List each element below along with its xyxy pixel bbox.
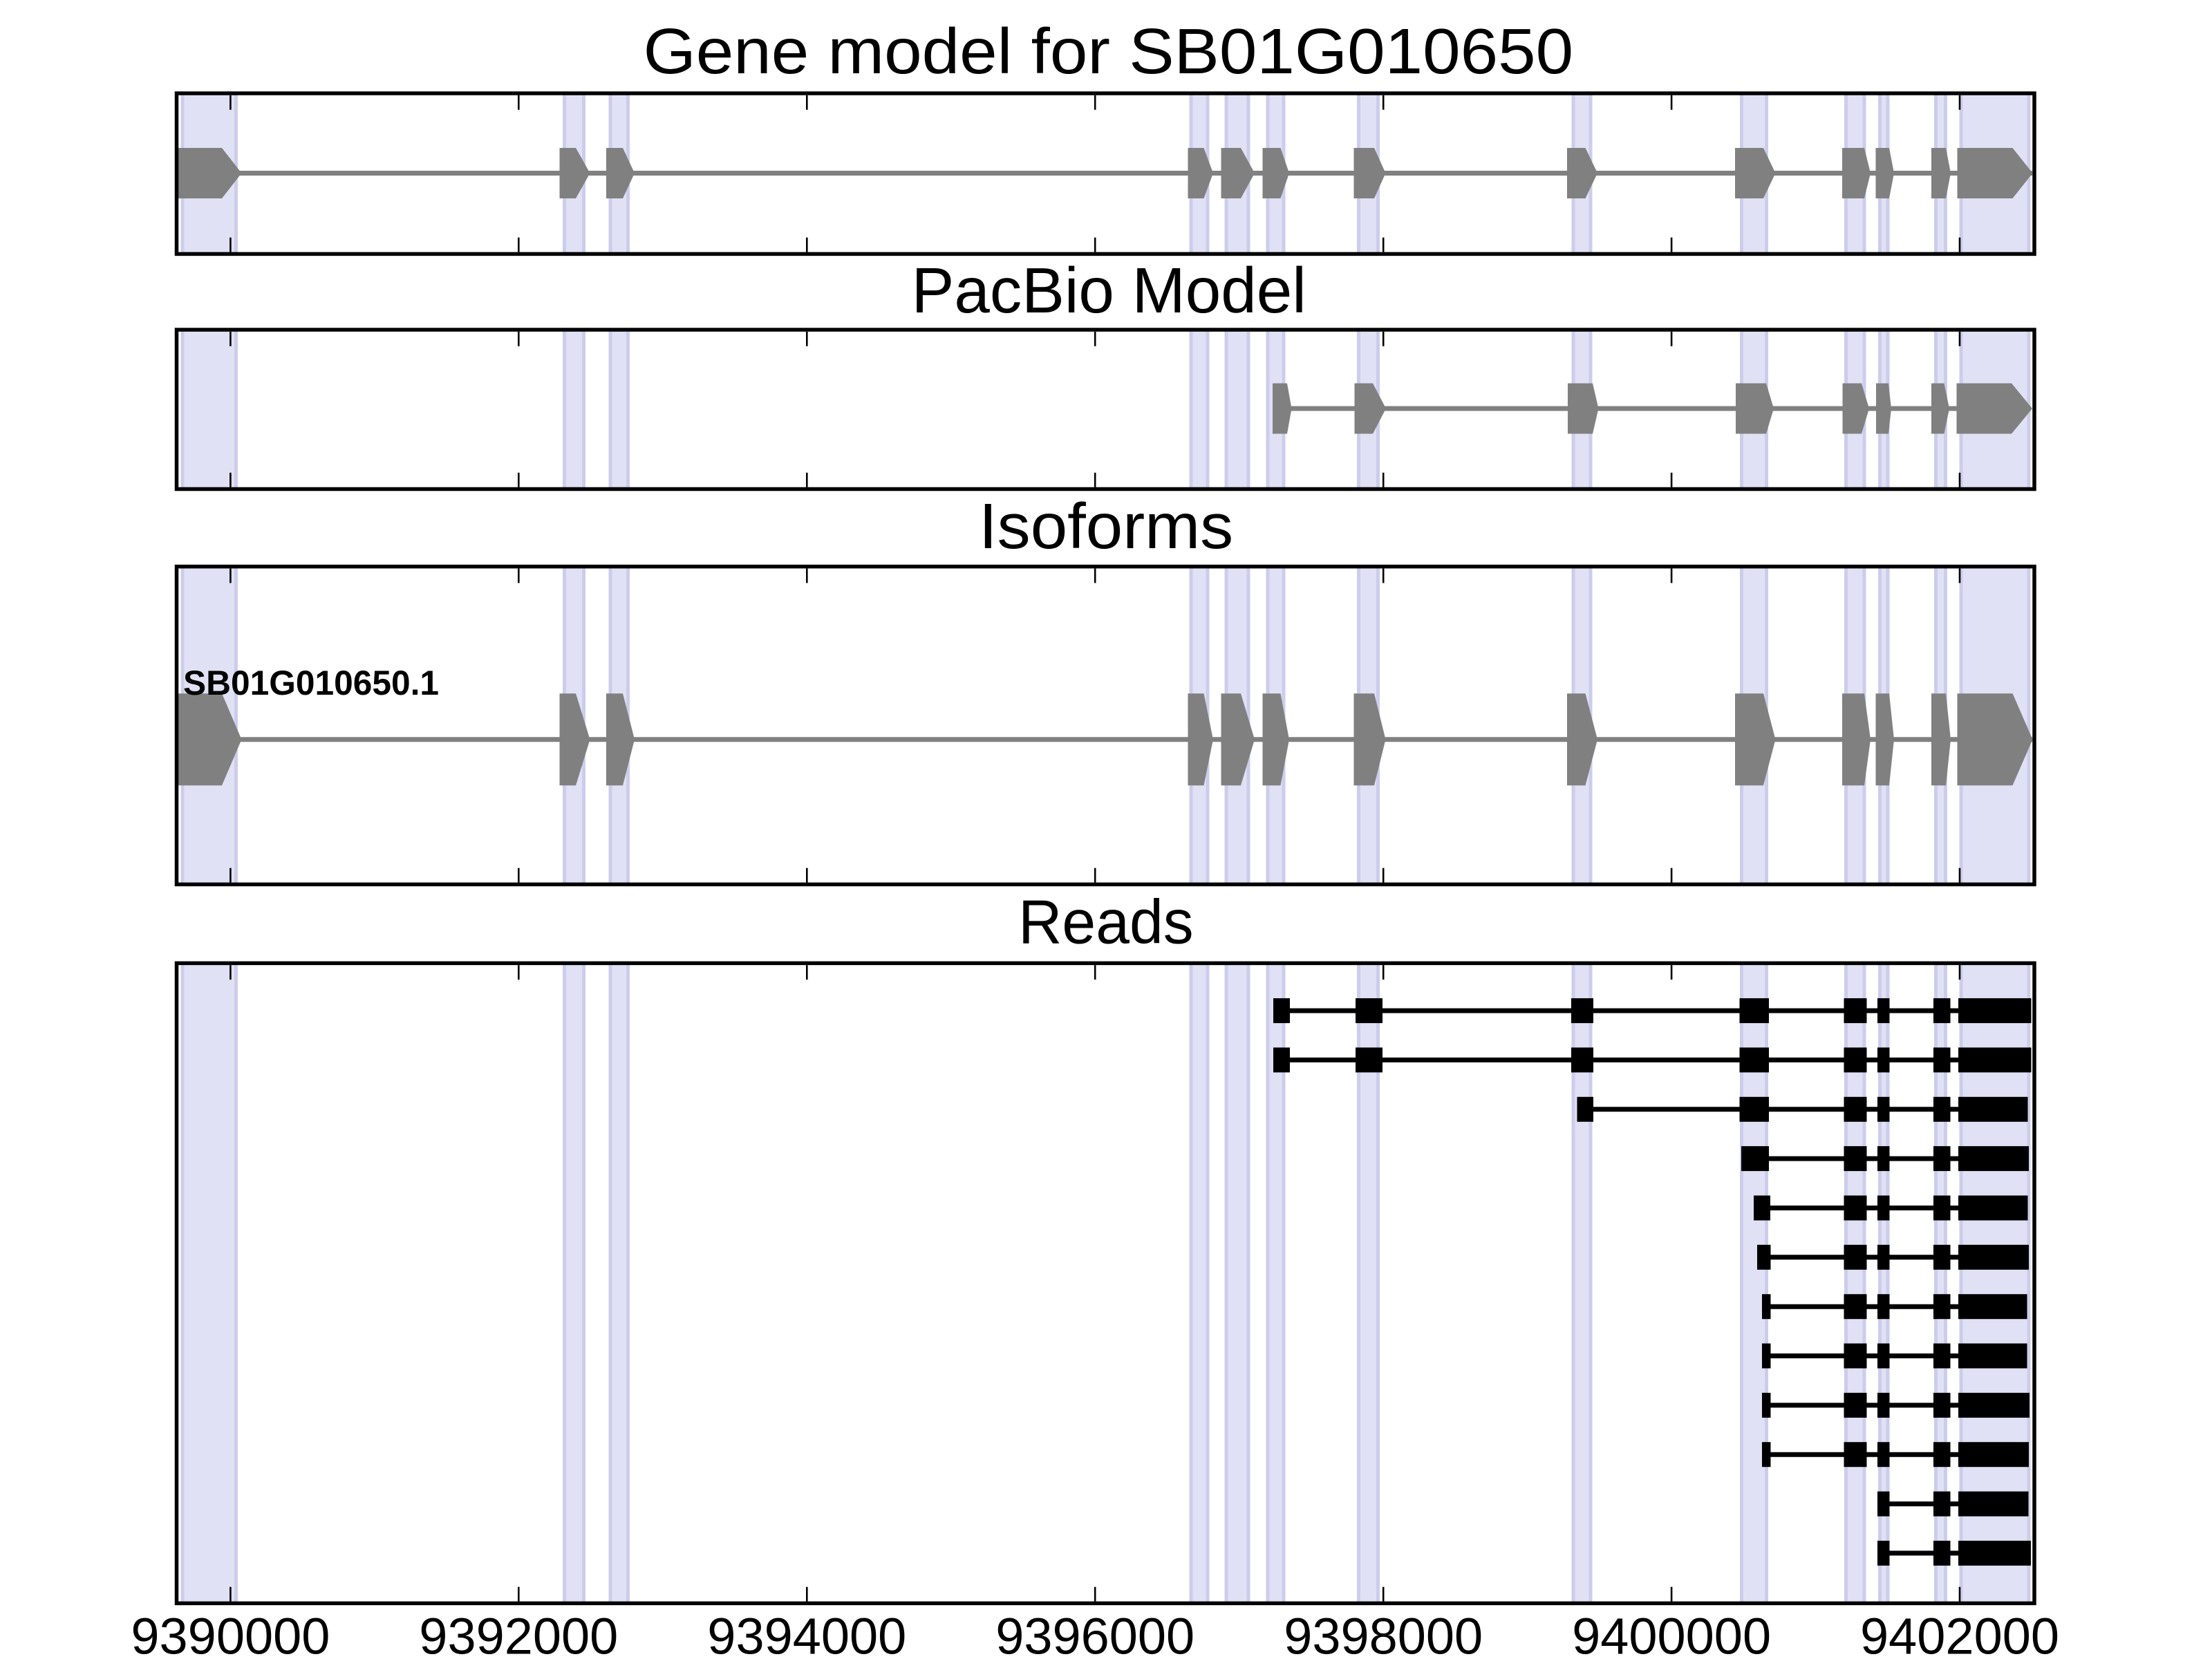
svg-text:Gene model for SB01G010650: Gene model for SB01G010650 [644, 15, 1574, 87]
svg-text:9402000: 9402000 [1860, 1608, 2059, 1659]
svg-text:9396000: 9396000 [995, 1608, 1194, 1659]
svg-text:Reads: Reads [1018, 888, 1194, 957]
svg-text:9390000: 9390000 [131, 1608, 330, 1659]
svg-text:9398000: 9398000 [1284, 1608, 1483, 1659]
svg-text:9392000: 9392000 [419, 1608, 618, 1659]
svg-text:SB01G010650.1: SB01G010650.1 [183, 664, 439, 702]
svg-text:9394000: 9394000 [707, 1608, 906, 1659]
svg-text:9400000: 9400000 [1572, 1608, 1771, 1659]
svg-text:PacBio Model: PacBio Model [912, 254, 1306, 326]
svg-text:Isoforms: Isoforms [979, 490, 1233, 562]
